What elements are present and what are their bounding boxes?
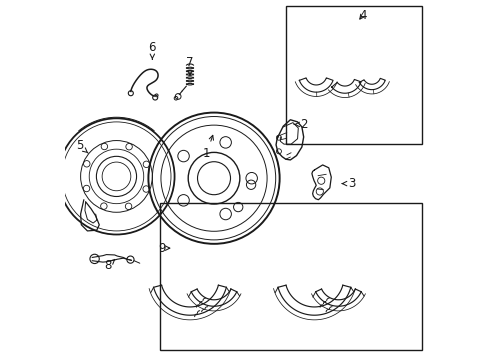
Text: 1: 1 [203, 135, 213, 159]
Text: 7: 7 [186, 56, 193, 75]
Text: 5: 5 [76, 139, 88, 153]
Text: 4: 4 [358, 9, 366, 22]
Text: 2: 2 [294, 118, 307, 131]
Bar [285, 6, 421, 144]
Text: 9: 9 [158, 242, 169, 255]
Bar [160, 203, 421, 350]
Text: 6: 6 [148, 41, 156, 59]
Text: 3: 3 [342, 177, 355, 190]
Text: 8: 8 [104, 259, 115, 272]
